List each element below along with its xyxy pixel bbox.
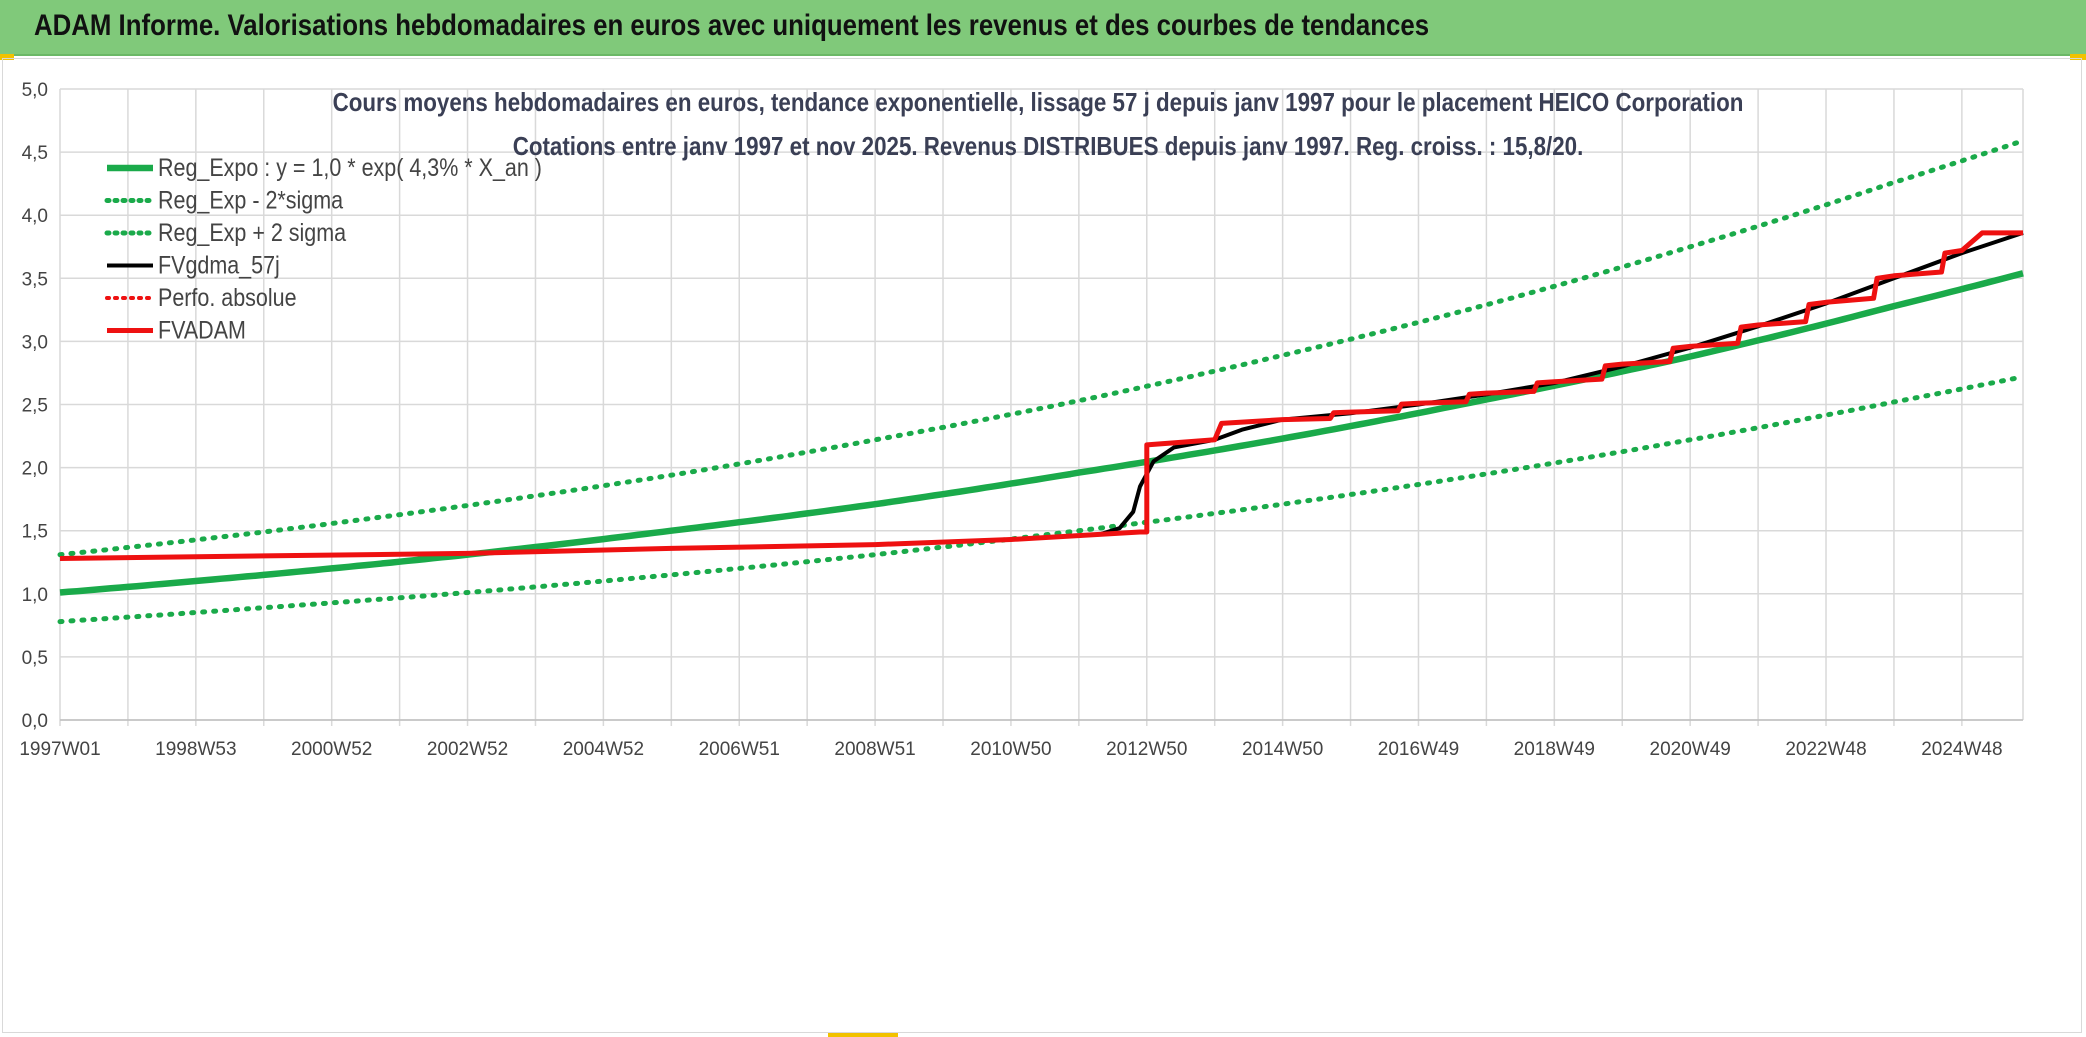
series-line-5 (59, 230, 2023, 561)
y-tick-label: 3,5 (22, 269, 48, 290)
legend-label: Reg_Expo : y = 1,0 * exp( 4,3% * X_an ) (158, 153, 542, 181)
x-tick-label: 2024W48 (1921, 739, 2002, 760)
x-tick-label: 2004W52 (563, 739, 644, 760)
y-tick-label: 4,5 (22, 143, 48, 164)
series-group (57, 138, 2026, 625)
legend-label: FVADAM (158, 316, 246, 344)
grid (59, 88, 2024, 726)
x-tick-label: 2020W49 (1650, 739, 1731, 760)
report-banner: ADAM Informe. Valorisations hebdomadaire… (0, 0, 2086, 56)
y-tick-label: 3,0 (22, 332, 48, 353)
y-tick-label: 1,5 (22, 522, 48, 543)
legend-label: Reg_Exp + 2 sigma (158, 218, 346, 246)
y-tick-label: 1,0 (22, 585, 48, 606)
x-tick-label: 2018W49 (1514, 739, 1595, 760)
legend-label: FVgdma_57j (158, 251, 280, 279)
corner-accent-right (2070, 54, 2086, 60)
x-tick-label: 2014W50 (1242, 739, 1323, 760)
x-tick-label: 2000W52 (291, 739, 372, 760)
y-tick-label: 0,5 (22, 648, 48, 669)
y-tick-label: 0,0 (22, 711, 48, 732)
y-tick-label: 2,0 (22, 459, 48, 480)
x-tick-label: 1997W01 (19, 739, 100, 760)
x-tick-label: 2016W49 (1378, 739, 1459, 760)
x-tick-label: 2002W52 (427, 739, 508, 760)
x-tick-label: 1998W53 (155, 739, 236, 760)
x-tick-label: 2006W51 (699, 739, 780, 760)
chart-subtitle: Cotations entre janv 1997 et nov 2025. R… (513, 132, 1584, 161)
x-tick-label: 2022W48 (1785, 739, 1866, 760)
series-line-1 (57, 374, 2026, 625)
legend: Reg_Expo : y = 1,0 * exp( 4,3% * X_an ) R… (104, 153, 542, 344)
series-line-2 (57, 138, 2026, 558)
x-tick-label: 2010W50 (970, 739, 1051, 760)
legend-label: Perfo. absolue (158, 283, 297, 311)
x-tick-label: 2012W50 (1106, 739, 1187, 760)
report-title: ADAM Informe. Valorisations hebdomadaire… (34, 9, 1430, 42)
axes: 0,0 0,5 1,0 1,5 2,0 2,5 3,0 3,5 4,0 4,5 5,0 1997W01… (19, 80, 2023, 760)
y-tick-label: 2,5 (22, 396, 48, 417)
series-line-3 (59, 231, 2024, 561)
corner-accent-left (0, 54, 14, 60)
series-line-0 (59, 270, 2024, 596)
y-tick-label: 4,0 (22, 206, 48, 227)
line-chart: 0,0 0,5 1,0 1,5 2,0 2,5 3,0 3,5 4,0 4,5 5,0 1997W01… (19, 80, 2026, 760)
chart-title: Cours moyens hebdomadaires en euros, ten… (333, 88, 1744, 117)
corner-accent-bottom (828, 1032, 898, 1037)
chart-area: 0,0 0,5 1,0 1,5 2,0 2,5 3,0 3,5 4,0 4,5 5,0 1997W01… (2, 58, 2082, 1033)
x-tick-label: 2008W51 (834, 739, 915, 760)
y-tick-label: 5,0 (22, 80, 48, 101)
legend-label: Reg_Exp - 2*sigma (158, 186, 343, 214)
